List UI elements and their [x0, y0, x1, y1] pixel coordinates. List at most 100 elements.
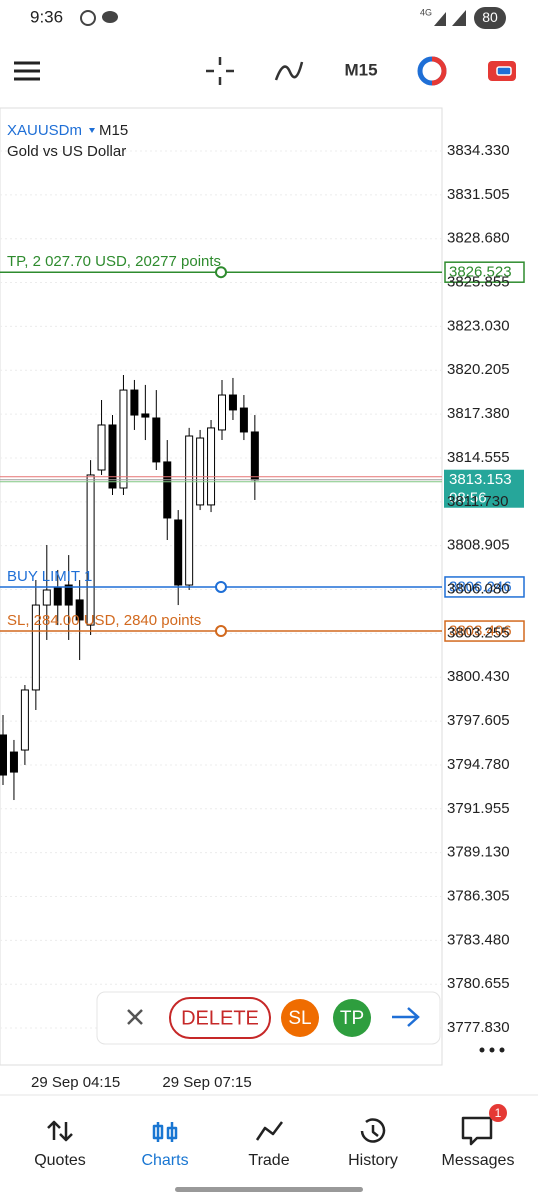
- network-type: 4G: [420, 7, 432, 17]
- nav-label[interactable]: Trade: [248, 1152, 289, 1169]
- candle-body: [130, 389, 139, 416]
- chat-icon: [102, 11, 118, 23]
- bar-countdown: 08:56: [449, 490, 487, 507]
- order-price-box: [444, 576, 525, 598]
- symbol[interactable]: XAUUSDm: [7, 122, 82, 139]
- y-tick-label: 3823.030: [447, 317, 510, 334]
- crosshair-button[interactable]: [206, 57, 234, 85]
- order-level-handle[interactable]: [215, 266, 227, 279]
- nav-icon[interactable]: [360, 1118, 386, 1143]
- candle-body: [152, 417, 161, 463]
- order-level-label: SL, 284.00 USD, 2840 points: [7, 612, 201, 629]
- candle-body: [218, 394, 226, 431]
- candle-body: [86, 474, 95, 626]
- order-level-handle[interactable]: [215, 625, 227, 638]
- delete-button[interactable]: [169, 997, 271, 1039]
- x-tick-label: 29 Sep 07:15: [162, 1074, 251, 1091]
- candle-body: [108, 424, 117, 489]
- y-tick-label: 3786.305: [447, 887, 510, 904]
- next-button[interactable]: [392, 1007, 420, 1027]
- delete-label: DELETE: [181, 1007, 259, 1029]
- menu-button[interactable]: [14, 61, 40, 81]
- y-tick-label: 3806.080: [447, 580, 510, 597]
- candle-body: [250, 431, 259, 481]
- order-level-handle[interactable]: [215, 580, 227, 593]
- y-tick-label: 3828.680: [447, 230, 510, 247]
- order-price-label: 3826.523: [449, 264, 512, 281]
- symbol-dropdown[interactable]: [89, 128, 95, 133]
- y-tick-label: 3825.855: [447, 274, 510, 291]
- y-tick-label: 3777.830: [447, 1019, 510, 1036]
- candle-body: [239, 407, 248, 433]
- candle-body: [53, 587, 62, 606]
- message-badge: [489, 1104, 507, 1122]
- order-price-box: [444, 261, 525, 283]
- nav-icon[interactable]: [47, 1120, 73, 1142]
- gesture-bar: [175, 1187, 363, 1192]
- nav-label[interactable]: Charts: [141, 1152, 188, 1169]
- candle-body: [31, 604, 40, 691]
- signal-icon: [434, 10, 466, 26]
- order-level-label: TP, 2 027.70 USD, 20277 points: [7, 253, 221, 270]
- order-price-label: 3806.246: [449, 578, 512, 595]
- battery-pill: [474, 7, 506, 29]
- order-price-label: 3803.406: [449, 623, 512, 640]
- nav-label[interactable]: Messages: [442, 1152, 515, 1169]
- trade-button[interactable]: [488, 61, 516, 81]
- candle-body: [141, 413, 150, 418]
- y-tick-label: 3791.955: [447, 800, 510, 817]
- current-price-box: [444, 469, 524, 508]
- y-tick-label: 3811.730: [447, 493, 508, 510]
- y-tick-label: 3831.505: [447, 186, 510, 203]
- candle-body: [0, 734, 7, 776]
- candle-body: [196, 437, 205, 506]
- candle-body: [20, 689, 29, 751]
- y-tick-label: 3797.605: [447, 712, 510, 729]
- more-button[interactable]: [479, 1047, 505, 1053]
- y-tick-label: 3800.430: [447, 668, 510, 685]
- candle-body: [228, 394, 237, 411]
- candle-body: [75, 599, 84, 621]
- sl-label: SL: [288, 1008, 311, 1029]
- message-badge-count: 1: [495, 1106, 502, 1120]
- symbol-description: Gold vs US Dollar: [7, 143, 126, 160]
- candle-body: [185, 435, 194, 586]
- tp-label: TP: [340, 1008, 364, 1029]
- candle-body: [97, 424, 106, 471]
- y-tick-label: 3834.330: [447, 142, 510, 159]
- y-tick-label: 3820.205: [447, 361, 510, 378]
- nav-label[interactable]: History: [348, 1152, 398, 1169]
- order-price-box: [444, 620, 525, 642]
- candle-body: [163, 461, 172, 519]
- close-button[interactable]: [127, 1009, 143, 1025]
- candle-body: [9, 751, 18, 773]
- tp-button[interactable]: [333, 999, 371, 1037]
- nav-label[interactable]: Quotes: [34, 1152, 86, 1169]
- candle-body: [119, 389, 128, 489]
- chart-timeframe: M15: [99, 122, 128, 139]
- timeframe-button[interactable]: M15: [344, 60, 377, 79]
- y-tick-label: 3783.480: [447, 931, 510, 948]
- y-tick-label: 3817.380: [447, 405, 510, 422]
- current-price-label: 3813.153: [449, 471, 512, 488]
- nav-icon[interactable]: [461, 1116, 493, 1146]
- indicators-button[interactable]: [274, 61, 304, 81]
- y-tick-label: 3780.655: [447, 975, 510, 992]
- y-tick-label: 3814.555: [447, 449, 510, 466]
- order-level-label: BUY LIMIT 1: [7, 568, 92, 585]
- status-time: 9:36: [30, 7, 63, 26]
- sl-button[interactable]: [281, 999, 319, 1037]
- whatsapp-icon: [80, 10, 96, 26]
- candle-body: [42, 589, 51, 606]
- nav-icon[interactable]: [255, 1121, 283, 1141]
- one-click-button[interactable]: [417, 56, 447, 86]
- candle-body: [64, 584, 73, 606]
- y-tick-label: 3808.905: [447, 537, 510, 554]
- candle-body: [174, 519, 183, 586]
- y-tick-label: 3803.255: [447, 624, 510, 641]
- nav-icon[interactable]: [152, 1122, 178, 1142]
- candle-body: [207, 427, 216, 506]
- x-tick-label: 29 Sep 04:15: [31, 1074, 120, 1091]
- y-tick-label: 3789.130: [447, 844, 510, 861]
